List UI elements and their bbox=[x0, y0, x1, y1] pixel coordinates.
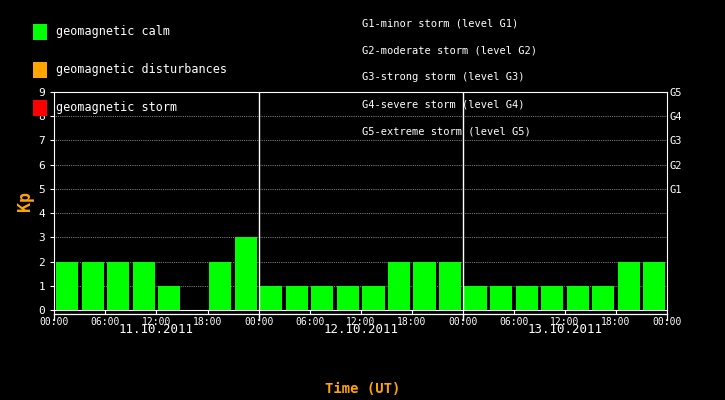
Text: 11.10.2011: 11.10.2011 bbox=[119, 323, 194, 336]
Bar bbox=[541, 286, 563, 310]
Text: G3-strong storm (level G3): G3-strong storm (level G3) bbox=[362, 72, 525, 82]
Text: geomagnetic storm: geomagnetic storm bbox=[56, 102, 177, 114]
Bar bbox=[210, 262, 231, 310]
Text: G1-minor storm (level G1): G1-minor storm (level G1) bbox=[362, 18, 519, 28]
Bar bbox=[362, 286, 384, 310]
Text: 13.10.2011: 13.10.2011 bbox=[527, 323, 602, 336]
Y-axis label: Kp: Kp bbox=[17, 191, 34, 211]
Text: G5-extreme storm (level G5): G5-extreme storm (level G5) bbox=[362, 127, 531, 137]
Bar bbox=[235, 237, 257, 310]
Bar bbox=[618, 262, 639, 310]
Bar bbox=[567, 286, 589, 310]
Bar bbox=[133, 262, 154, 310]
Bar bbox=[515, 286, 538, 310]
Bar bbox=[311, 286, 334, 310]
Bar bbox=[82, 262, 104, 310]
Bar bbox=[490, 286, 512, 310]
Bar bbox=[107, 262, 129, 310]
Text: geomagnetic disturbances: geomagnetic disturbances bbox=[56, 64, 227, 76]
Bar bbox=[260, 286, 283, 310]
Bar bbox=[413, 262, 436, 310]
Bar bbox=[286, 286, 308, 310]
Bar bbox=[158, 286, 181, 310]
Bar bbox=[337, 286, 359, 310]
Text: 12.10.2011: 12.10.2011 bbox=[323, 323, 398, 336]
Text: G4-severe storm (level G4): G4-severe storm (level G4) bbox=[362, 100, 525, 110]
Bar bbox=[643, 262, 666, 310]
Bar bbox=[439, 262, 461, 310]
Bar bbox=[592, 286, 614, 310]
Text: geomagnetic calm: geomagnetic calm bbox=[56, 26, 170, 38]
Text: Time (UT): Time (UT) bbox=[325, 382, 400, 396]
Bar bbox=[465, 286, 486, 310]
Text: G2-moderate storm (level G2): G2-moderate storm (level G2) bbox=[362, 45, 537, 55]
Bar bbox=[56, 262, 78, 310]
Bar bbox=[388, 262, 410, 310]
